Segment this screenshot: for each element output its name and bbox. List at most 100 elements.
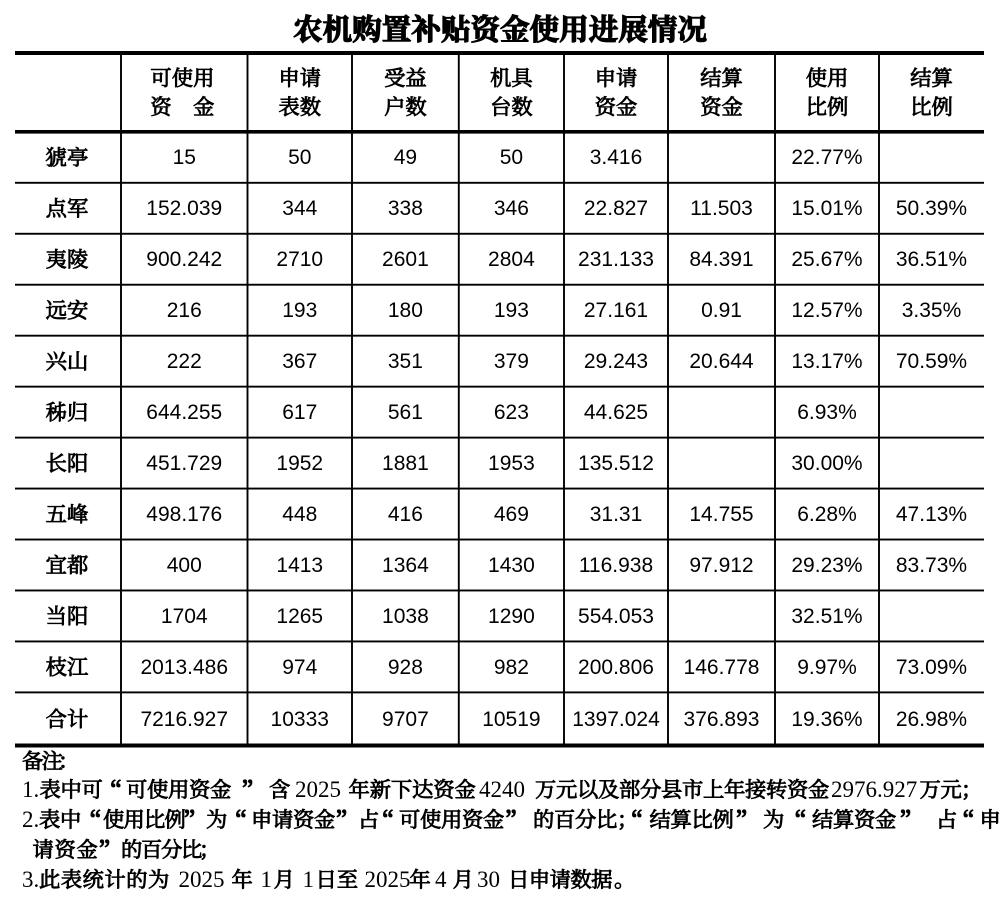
svg-text:451.729: 451.729 — [146, 452, 222, 475]
svg-text:50: 50 — [500, 146, 523, 169]
svg-text:2601: 2601 — [382, 248, 429, 271]
svg-text:1413: 1413 — [276, 554, 323, 577]
svg-text:1397.024: 1397.024 — [572, 708, 660, 731]
svg-text:351: 351 — [388, 350, 423, 373]
svg-text:9.97%: 9.97% — [797, 656, 857, 679]
svg-text:10333: 10333 — [271, 708, 329, 731]
svg-text:1430: 1430 — [488, 554, 535, 577]
svg-text:231.133: 231.133 — [578, 248, 654, 271]
svg-text:19.36%: 19.36% — [791, 708, 862, 731]
svg-text:3.35%: 3.35% — [902, 299, 962, 322]
svg-text:12.57%: 12.57% — [791, 299, 862, 322]
svg-text:11.503: 11.503 — [690, 197, 753, 220]
svg-text:50: 50 — [288, 146, 311, 169]
svg-text:3.: 3. — [22, 867, 39, 892]
svg-text:623: 623 — [494, 401, 529, 424]
svg-text:0.91: 0.91 — [701, 299, 742, 322]
svg-text:36.51%: 36.51% — [896, 248, 967, 271]
svg-text:498.176: 498.176 — [146, 503, 222, 526]
svg-text:180: 180 — [388, 299, 423, 322]
svg-text:1364: 1364 — [382, 554, 429, 577]
svg-text:6.93%: 6.93% — [797, 401, 857, 424]
svg-text:32.51%: 32.51% — [791, 605, 862, 628]
svg-text:900.242: 900.242 — [146, 248, 222, 271]
svg-text:15.01%: 15.01% — [791, 197, 862, 220]
svg-text:50.39%: 50.39% — [896, 197, 967, 220]
svg-text:2025: 2025 — [179, 867, 225, 892]
svg-text:3.416: 3.416 — [590, 146, 643, 169]
svg-text:1038: 1038 — [382, 605, 429, 628]
svg-text:10519: 10519 — [482, 708, 540, 731]
svg-text:14.755: 14.755 — [689, 503, 753, 526]
svg-text:338: 338 — [388, 197, 423, 220]
svg-text:6.28%: 6.28% — [797, 503, 857, 526]
svg-text:1704: 1704 — [161, 605, 208, 628]
svg-text:222: 222 — [167, 350, 202, 373]
svg-text:1952: 1952 — [276, 452, 323, 475]
svg-text:1881: 1881 — [382, 452, 429, 475]
svg-text:20.644: 20.644 — [689, 350, 754, 373]
svg-text:7216.927: 7216.927 — [140, 708, 228, 731]
svg-text:2710: 2710 — [276, 248, 323, 271]
svg-text:49: 49 — [394, 146, 417, 169]
svg-text:1953: 1953 — [488, 452, 535, 475]
svg-text:29.23%: 29.23% — [791, 554, 862, 577]
svg-text:2013.486: 2013.486 — [140, 656, 228, 679]
svg-text:2.: 2. — [22, 807, 39, 832]
svg-text:1290: 1290 — [488, 605, 535, 628]
svg-text:2025: 2025 — [365, 867, 411, 892]
svg-text:25.67%: 25.67% — [791, 248, 862, 271]
svg-text:1.: 1. — [22, 777, 39, 802]
svg-text:73.09%: 73.09% — [896, 656, 967, 679]
svg-text:469: 469 — [494, 503, 529, 526]
svg-text:27.161: 27.161 — [584, 299, 648, 322]
svg-text:1: 1 — [303, 867, 315, 892]
svg-text:193: 193 — [282, 299, 317, 322]
svg-text:9707: 9707 — [382, 708, 429, 731]
svg-text:29.243: 29.243 — [584, 350, 648, 373]
svg-text:70.59%: 70.59% — [896, 350, 967, 373]
svg-text:2025: 2025 — [295, 777, 341, 802]
svg-text:974: 974 — [282, 656, 317, 679]
svg-text:47.13%: 47.13% — [896, 503, 967, 526]
svg-text:31.31: 31.31 — [590, 503, 643, 526]
svg-text:448: 448 — [282, 503, 317, 526]
svg-text:146.778: 146.778 — [684, 656, 760, 679]
svg-text:2976.927: 2976.927 — [831, 777, 917, 802]
svg-text:644.255: 644.255 — [146, 401, 222, 424]
svg-text:2804: 2804 — [488, 248, 535, 271]
svg-text:554.053: 554.053 — [578, 605, 654, 628]
svg-text:982: 982 — [494, 656, 529, 679]
svg-text:30.00%: 30.00% — [791, 452, 862, 475]
svg-text:26.98%: 26.98% — [896, 708, 967, 731]
svg-text:152.039: 152.039 — [146, 197, 222, 220]
svg-text:1265: 1265 — [276, 605, 323, 628]
svg-text:617: 617 — [282, 401, 317, 424]
svg-text:44.625: 44.625 — [584, 401, 648, 424]
svg-text:379: 379 — [494, 350, 529, 373]
svg-text:15: 15 — [173, 146, 196, 169]
svg-text:400: 400 — [167, 554, 202, 577]
svg-text:22.77%: 22.77% — [791, 146, 862, 169]
svg-text:1: 1 — [261, 867, 273, 892]
svg-text:22.827: 22.827 — [584, 197, 648, 220]
svg-text:928: 928 — [388, 656, 423, 679]
svg-text:200.806: 200.806 — [578, 656, 654, 679]
svg-text:344: 344 — [282, 197, 317, 220]
svg-text:4240: 4240 — [479, 777, 525, 802]
svg-text:367: 367 — [282, 350, 317, 373]
svg-text:13.17%: 13.17% — [791, 350, 862, 373]
svg-text:116.938: 116.938 — [579, 554, 653, 577]
svg-text:135.512: 135.512 — [578, 452, 654, 475]
svg-text:193: 193 — [494, 299, 529, 322]
svg-text:416: 416 — [388, 503, 423, 526]
svg-text:4: 4 — [435, 867, 447, 892]
svg-text:97.912: 97.912 — [689, 554, 753, 577]
svg-text:561: 561 — [388, 401, 423, 424]
svg-text:376.893: 376.893 — [684, 708, 760, 731]
svg-text:30: 30 — [477, 867, 500, 892]
svg-text:346: 346 — [494, 197, 529, 220]
svg-text:84.391: 84.391 — [689, 248, 753, 271]
svg-text:216: 216 — [167, 299, 202, 322]
svg-text:83.73%: 83.73% — [896, 554, 967, 577]
